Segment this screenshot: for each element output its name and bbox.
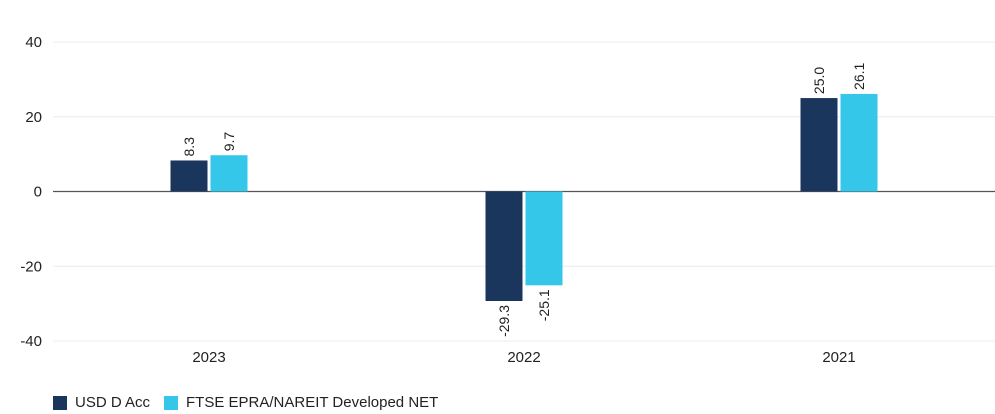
legend-swatch-ftse-epra-nareit: [164, 395, 179, 410]
legend-item-ftse-epra-nareit[interactable]: FTSE EPRA/NAREIT Developed NET: [164, 394, 438, 411]
y-tick-label: 20: [25, 109, 42, 126]
y-tick-label: 0: [34, 184, 42, 201]
legend-item-usd-d-acc[interactable]: USD D Acc: [53, 394, 150, 411]
x-category-label: 2022: [507, 349, 540, 366]
legend: USD D Acc FTSE EPRA/NAREIT Developed NET: [53, 394, 438, 411]
y-tick-label: -40: [20, 333, 42, 350]
data-label: -29.3: [496, 305, 512, 337]
data-labels: 8.3 -29.3 25.0 9.7 -25.1 26.1: [181, 62, 867, 336]
bar-2023-series-1[interactable]: [210, 155, 248, 192]
x-axis-categories: 2023 2022 2021: [192, 349, 855, 366]
grid: [53, 41, 995, 342]
data-label: -25.1: [536, 289, 552, 321]
x-category-label: 2021: [822, 349, 855, 366]
data-label: 9.7: [221, 132, 237, 152]
legend-swatch-usd-d-acc: [53, 395, 67, 410]
legend-label-ftse-epra-nareit: FTSE EPRA/NAREIT Developed NET: [186, 394, 439, 411]
y-tick-label: -20: [20, 258, 42, 275]
data-label: 26.1: [851, 62, 867, 89]
bars: [170, 93, 878, 302]
x-category-label: 2023: [192, 349, 225, 366]
y-tick-label: 40: [25, 34, 42, 51]
bar-2021-series-1[interactable]: [840, 93, 878, 192]
bar-2021-series-0[interactable]: [800, 98, 838, 192]
data-label: 8.3: [181, 137, 197, 157]
y-axis-ticks: 40 20 0 -20 -40: [20, 34, 42, 350]
bar-2023-series-0[interactable]: [170, 160, 208, 192]
bar-2022-series-1[interactable]: [525, 191, 563, 286]
data-label: 25.0: [811, 67, 827, 94]
legend-label-usd-d-acc: USD D Acc: [75, 394, 151, 411]
bar-2022-series-0[interactable]: [485, 191, 523, 302]
